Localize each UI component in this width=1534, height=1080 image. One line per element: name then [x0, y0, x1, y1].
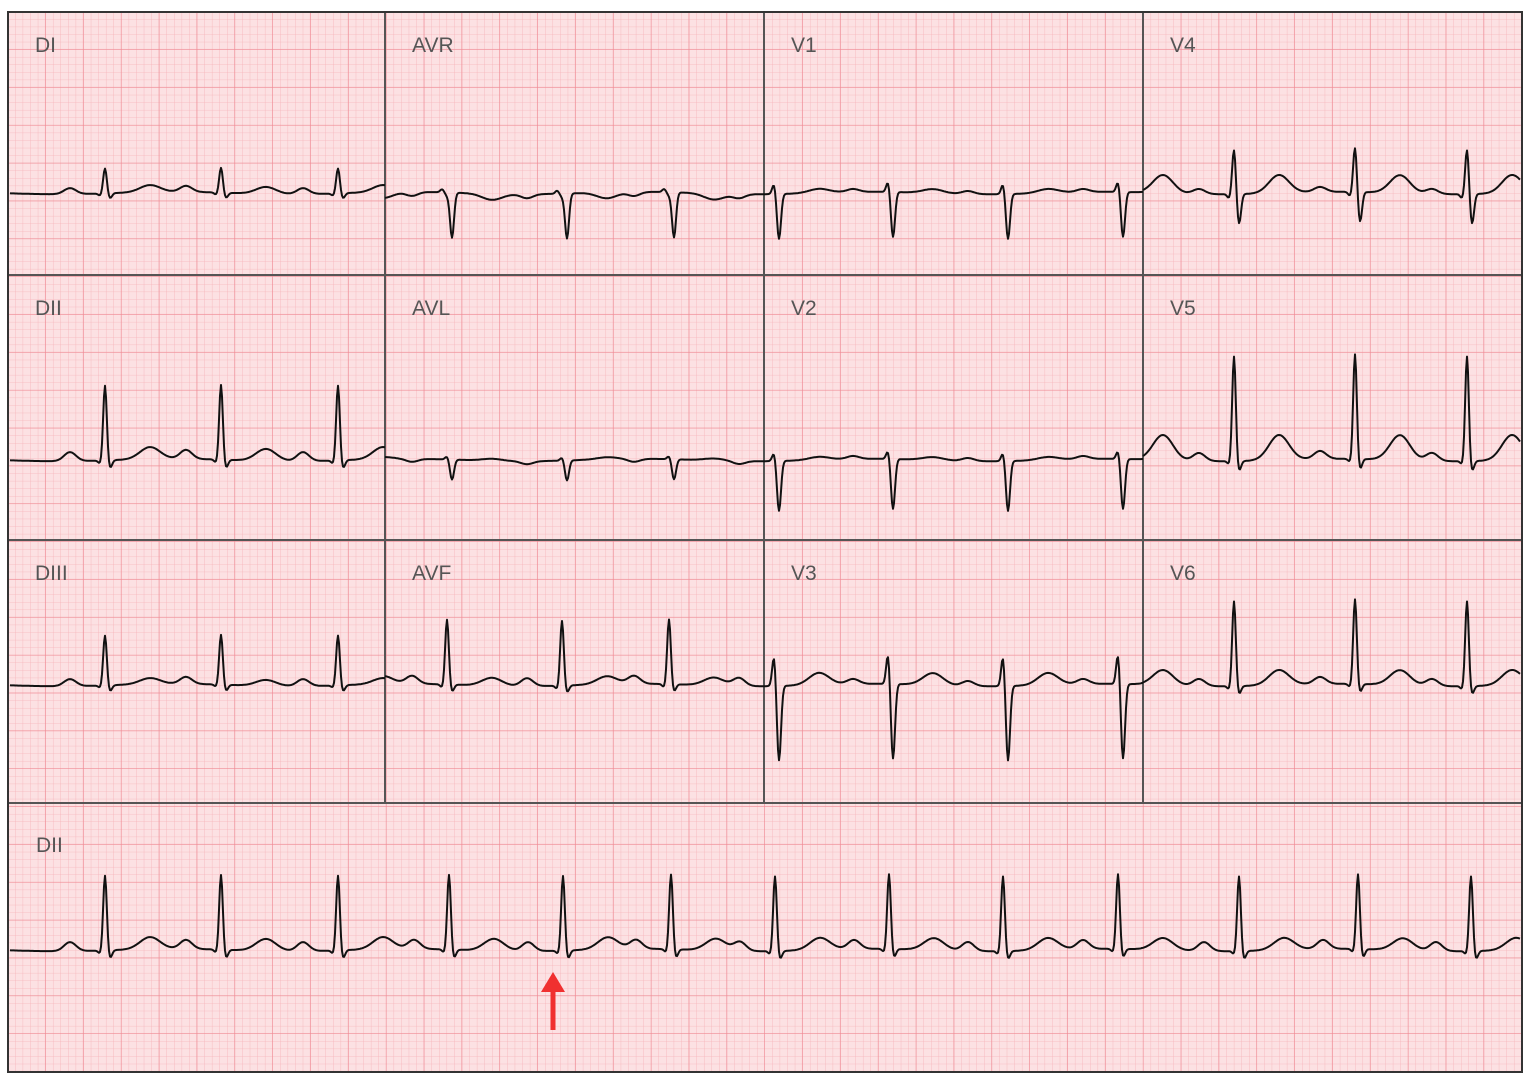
ecg-trace	[384, 618, 764, 693]
lead-label: AVF	[412, 562, 451, 585]
ecg-trace	[384, 455, 764, 482]
lead-label: DII	[36, 834, 63, 857]
ecg-trace	[1142, 147, 1521, 225]
lead-label: V3	[791, 562, 817, 585]
lead-label: V6	[1170, 562, 1196, 585]
lead-label: V1	[791, 34, 817, 57]
lead-label: V5	[1170, 297, 1196, 320]
ecg-trace	[9, 633, 385, 692]
lead-label: V4	[1170, 34, 1196, 57]
lead-label: DI	[35, 34, 56, 57]
ecg-trace	[384, 188, 765, 240]
ecg-trace	[9, 873, 1521, 959]
ecg-trace	[764, 182, 1143, 240]
ecg-trace	[9, 166, 385, 199]
traces	[9, 147, 1521, 959]
ecg-trace	[764, 656, 1144, 762]
ecg-trace	[9, 384, 386, 468]
lead-label: DII	[35, 297, 62, 320]
ecg-trace	[764, 451, 1143, 512]
separators	[8, 12, 1522, 804]
border	[7, 11, 1523, 1073]
marker-arrow	[541, 972, 565, 1030]
ecg-trace	[1142, 598, 1521, 694]
lead-label: AVR	[412, 34, 454, 57]
lead-label: V2	[791, 297, 817, 320]
lead-label: DIII	[35, 562, 68, 585]
ecg-trace	[1142, 353, 1521, 471]
lead-label: AVL	[412, 297, 450, 320]
